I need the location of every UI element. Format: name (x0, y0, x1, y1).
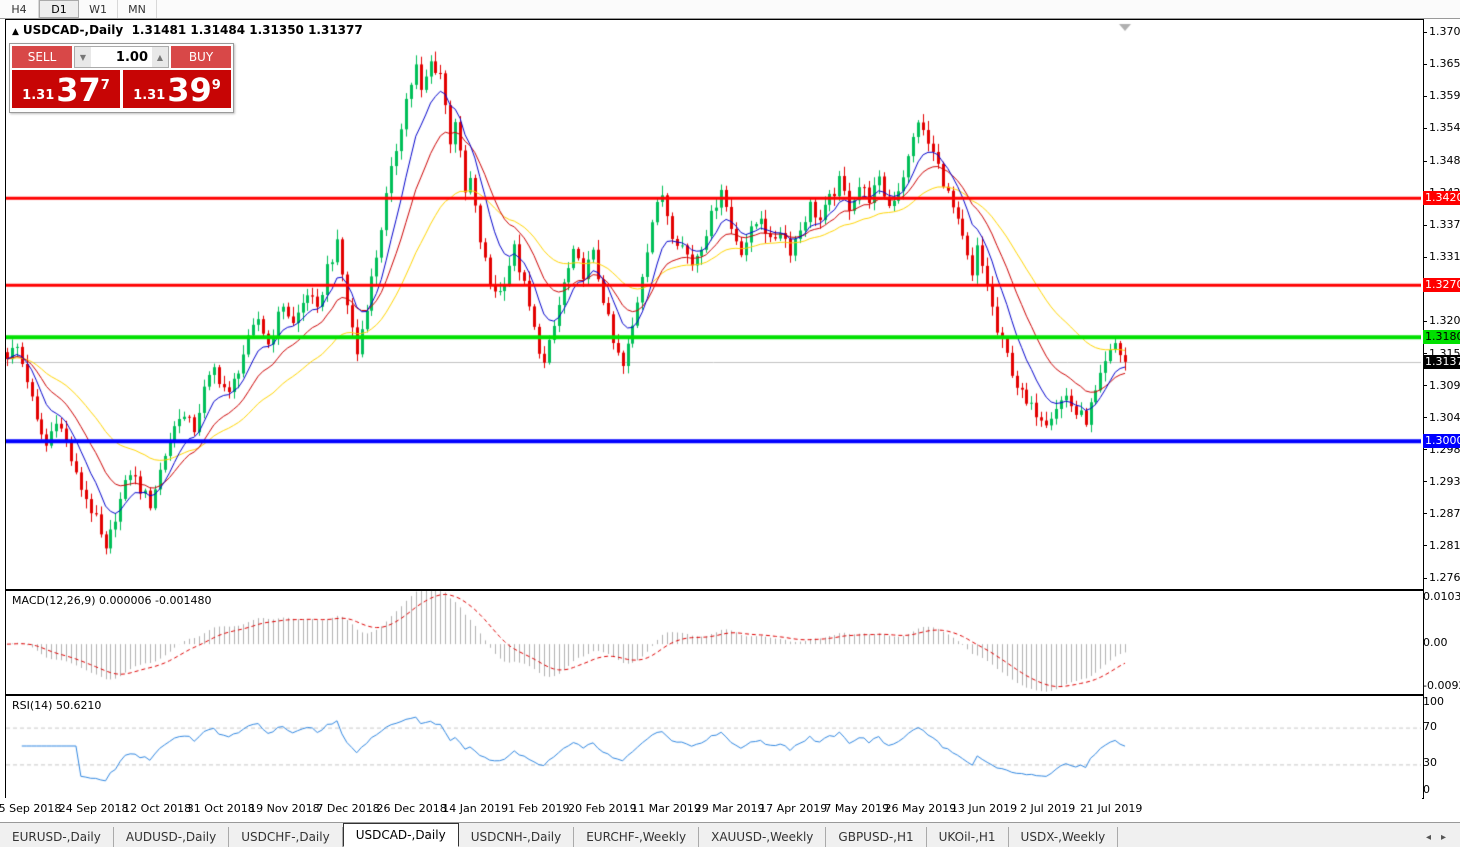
chart-tab-eurchfweekly[interactable]: EURCHF-,Weekly (574, 827, 700, 847)
price-tick-label: 1.35975 (1423, 90, 1460, 102)
one-click-trade-panel: SELL ▼ ▲ BUY 1.31 37 7 1.31 39 9 (9, 43, 234, 113)
tab-scroll-right-icon[interactable]: ▸ (1440, 832, 1446, 843)
sell-price-prefix: 1.31 (22, 88, 55, 103)
timeframe-button-d1[interactable]: D1 (39, 0, 79, 18)
price-tick-label: 1.29300 (1423, 475, 1460, 488)
chart-tab-eurusddaily[interactable]: EURUSD-,Daily (0, 827, 114, 847)
date-label: 13 Jun 2019 (950, 802, 1018, 815)
price-tick-label: 1.36530 (1423, 58, 1460, 70)
date-label: 2 Jul 2019 (1019, 802, 1076, 815)
date-label: 19 Nov 2018 (249, 802, 320, 815)
sell-price-main: 37 (56, 71, 101, 109)
date-label: 20 Feb 2019 (568, 802, 637, 815)
chart-tab-bar: EURUSD-,Daily AUDUSD-,Daily USDCHF-,Daily U… (0, 822, 1460, 847)
rsi-panel: RSI(14) 50.6210 (5, 695, 1424, 799)
chart-tab-gbpusdh1[interactable]: GBPUSD-,H1 (826, 827, 927, 847)
buy-price-main: 39 (167, 71, 212, 109)
date-label: 5 Sep 2018 (0, 802, 62, 815)
current-price-tag: 1.31377 (1423, 354, 1460, 369)
chart-tab-usdcaddaily[interactable]: USDCAD-,Daily (342, 823, 459, 847)
sell-button[interactable]: SELL (12, 46, 72, 68)
price-tick-label: 1.33740 (1423, 219, 1460, 231)
price-tick-label: 1.28745 (1423, 507, 1460, 520)
date-label: 7 Dec 2018 (316, 802, 380, 815)
price-tick-label: 1.33185 (1423, 251, 1460, 263)
date-label: 29 Mar 2019 (694, 802, 765, 815)
rsi-chart-canvas[interactable] (6, 696, 1421, 796)
sell-price-box[interactable]: 1.31 37 7 (12, 70, 120, 108)
date-label: 31 Oct 2018 (186, 802, 255, 815)
price-axis[interactable]: 1.37085 1.36530 1.35975 1.35420 1.34850 1.342… (1423, 19, 1460, 590)
price-tick-label: 1.27635 (1423, 572, 1460, 584)
volume-increase-icon[interactable]: ▲ (152, 47, 168, 67)
volume-decrease-icon[interactable]: ▼ (75, 47, 91, 67)
date-label: 12 Oct 2018 (123, 802, 192, 815)
rsi-axis-label: 70 (1423, 719, 1437, 733)
rsi-value-axis: 100 70 30 0 (1423, 695, 1460, 797)
macd-axis-label: -0.009203 (1423, 679, 1460, 692)
chart-tab-ukoilh1[interactable]: UKOil-,H1 (927, 827, 1009, 847)
timeframe-button-w1[interactable]: W1 (79, 0, 118, 18)
buy-price-pip: 9 (211, 78, 221, 93)
chart-tab-xauusdweekly[interactable]: XAUUSD-,Weekly (699, 827, 827, 847)
price-tick-label: 1.28190 (1423, 539, 1460, 552)
price-tick-label: 1.30410 (1423, 411, 1460, 424)
timeframe-toolbar: H4 D1 W1 MN (0, 0, 1460, 19)
price-tick-label: 1.37085 (1423, 26, 1460, 38)
collapse-panel-icon[interactable]: ▲ (12, 27, 19, 37)
price-tick-label: 1.32075 (1423, 315, 1460, 327)
macd-axis-label: 0.00 (1423, 636, 1448, 650)
date-label: 26 May 2019 (884, 802, 957, 815)
date-label: 1 Feb 2019 (508, 802, 570, 815)
tab-scroll-left-icon[interactable]: ◂ (1425, 832, 1431, 843)
date-label: 26 Dec 2018 (376, 802, 447, 815)
rsi-indicator-label: RSI(14) 50.6210 (12, 699, 102, 712)
chart-tab-audusddaily[interactable]: AUDUSD-,Daily (114, 827, 230, 847)
price-level-tag: 1.34206 (1423, 191, 1460, 206)
macd-axis-label: 0.010311 (1423, 590, 1460, 603)
timeframe-button-h4[interactable]: H4 (0, 0, 39, 18)
date-axis[interactable]: 5 Sep 2018 24 Sep 2018 12 Oct 2018 31 Oct 2… (0, 798, 1422, 820)
date-label: 11 Mar 2019 (631, 802, 701, 815)
rsi-axis-label: 100 (1423, 695, 1444, 708)
macd-indicator-label: MACD(12,26,9) 0.000006 -0.001480 (12, 594, 212, 607)
macd-panel: MACD(12,26,9) 0.000006 -0.001480 (5, 590, 1424, 695)
price-tick-label: 1.35420 (1423, 122, 1460, 134)
volume-stepper: ▼ ▲ (74, 46, 169, 68)
volume-input[interactable] (91, 47, 152, 67)
macd-value-axis: 0.010311 0.00 -0.009203 (1423, 590, 1460, 693)
timeframe-button-mn[interactable]: MN (118, 0, 157, 18)
rsi-axis-label: 0 (1423, 783, 1430, 796)
buy-price-prefix: 1.31 (133, 88, 166, 103)
price-tick-label: 1.30965 (1423, 379, 1460, 392)
date-label: 14 Jan 2019 (442, 802, 509, 815)
buy-price-box[interactable]: 1.31 39 9 (123, 70, 231, 108)
date-label: 24 Sep 2018 (58, 802, 129, 815)
buy-button[interactable]: BUY (171, 46, 231, 68)
chart-title: ▲ USDCAD-,Daily 1.31481 1.31484 1.31350 1… (12, 23, 363, 37)
main-chart-panel: ▲ USDCAD-,Daily 1.31481 1.31484 1.31350 1… (5, 19, 1424, 590)
chart-tab-usdcnhdaily[interactable]: USDCNH-,Daily (459, 827, 575, 847)
chart-tab-usdxweekly[interactable]: USDX-,Weekly (1009, 827, 1119, 847)
price-level-tag: 1.31801 (1423, 330, 1460, 345)
date-label: 21 Jul 2019 (1080, 802, 1143, 815)
price-level-tag: 1.32701 (1423, 278, 1460, 293)
macd-chart-canvas[interactable] (6, 591, 1421, 692)
chart-symbol-label: USDCAD-,Daily (22, 23, 124, 37)
chart-ohlc-quotes: 1.31481 1.31484 1.31350 1.31377 (131, 23, 363, 37)
chart-tab-usdchfdaily[interactable]: USDCHF-,Daily (229, 827, 343, 847)
candlestick-chart-canvas[interactable] (6, 20, 1421, 587)
sell-price-pip: 7 (100, 78, 110, 93)
date-label: 17 Apr 2019 (759, 802, 828, 815)
rsi-axis-label: 30 (1423, 756, 1437, 770)
price-level-tag: 1.30004 (1423, 434, 1460, 449)
price-tick-label: 1.34850 (1423, 155, 1460, 167)
date-label: 7 May 2019 (824, 802, 890, 815)
